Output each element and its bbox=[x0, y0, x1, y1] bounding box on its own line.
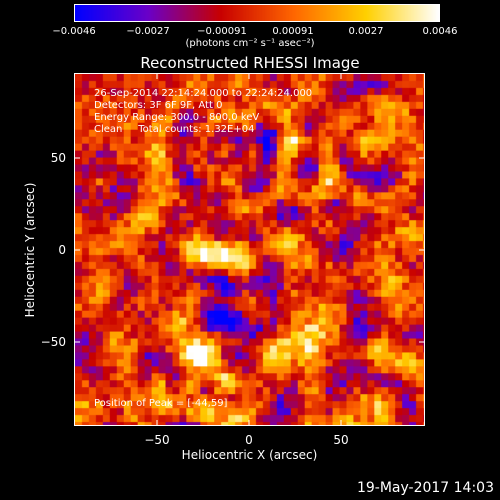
x-tick-label: 0 bbox=[245, 433, 253, 447]
colorbar-tick: −0.0027 bbox=[126, 26, 170, 37]
y-axis-label: Heliocentric Y (arcsec) bbox=[23, 182, 37, 318]
colorbar-units: (photons cm⁻² s⁻¹ asec⁻²) bbox=[185, 38, 315, 49]
annotation-clean: Clean Total counts: 1.32E+04 bbox=[94, 124, 255, 135]
x-tick-label: −50 bbox=[144, 433, 170, 447]
colorbar bbox=[74, 4, 440, 22]
colorbar-tick: 0.00091 bbox=[272, 26, 314, 37]
y-tick-label: 0 bbox=[58, 243, 66, 257]
x-axis-label: Heliocentric X (arcsec) bbox=[181, 448, 318, 462]
image-title: Reconstructed RHESSI Image bbox=[140, 54, 360, 72]
y-tick-label: 50 bbox=[50, 151, 66, 165]
x-tick-label: 50 bbox=[333, 433, 349, 447]
annotation-time: 26-Sep-2014 22:14:24.000 to 22:24:24.000 bbox=[94, 88, 313, 99]
annotation-detectors: Detectors: 3F 6F 9F, Att 0 bbox=[94, 100, 223, 111]
annotation-peak: Position of Peak = [-44,59] bbox=[94, 398, 228, 409]
colorbar-tick: −0.00091 bbox=[197, 26, 247, 37]
colorbar-tick: 0.0046 bbox=[422, 26, 458, 37]
timestamp-footer: 19-May-2017 14:03 bbox=[356, 480, 494, 496]
y-tick-label: −50 bbox=[40, 335, 66, 349]
colorbar-tick: 0.0027 bbox=[348, 26, 384, 37]
colorbar-tick: −0.0046 bbox=[52, 26, 96, 37]
plot-area[interactable]: 26-Sep-2014 22:14:24.000 to 22:24:24.000… bbox=[74, 73, 425, 426]
heatmap-image[interactable] bbox=[75, 74, 424, 425]
colorbar-gradient bbox=[75, 5, 439, 21]
annotation-energy: Energy Range: 300.0 - 800.0 keV bbox=[94, 112, 260, 123]
